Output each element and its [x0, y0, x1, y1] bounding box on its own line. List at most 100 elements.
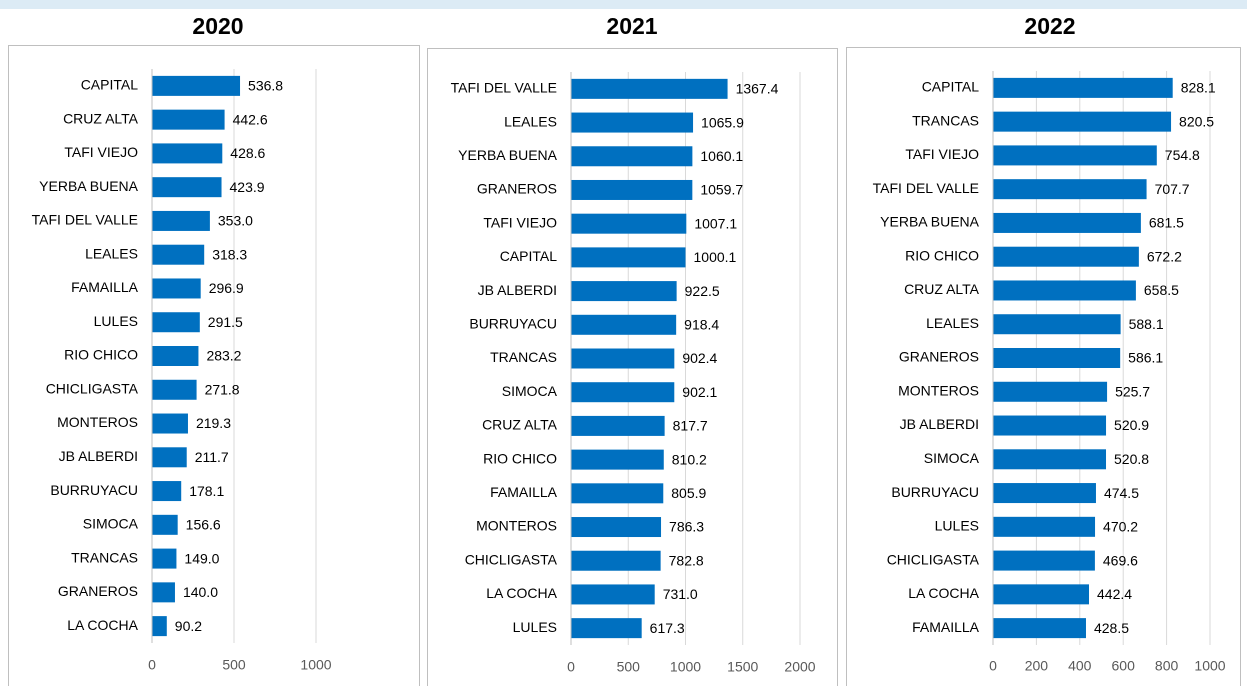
value-label: 525.7 [1115, 383, 1150, 399]
value-label: 90.2 [175, 618, 202, 634]
value-label: 442.4 [1097, 586, 1132, 602]
bar [152, 109, 225, 130]
value-label: 1065.9 [701, 114, 744, 130]
category-label: JB ALBERDI [900, 416, 979, 432]
value-label: 617.3 [650, 620, 685, 636]
category-label: LEALES [504, 113, 557, 129]
category-label: MONTEROS [898, 382, 979, 398]
bar [152, 177, 222, 198]
bar [993, 584, 1090, 605]
value-label: 1367.4 [736, 81, 779, 97]
bar [993, 212, 1141, 233]
bar [993, 246, 1139, 267]
value-label: 353.0 [218, 213, 253, 229]
category-label: TRANCAS [71, 549, 138, 565]
bar [571, 213, 687, 234]
value-label: 588.1 [1129, 316, 1164, 332]
bar [152, 548, 177, 569]
value-label: 922.5 [685, 283, 720, 299]
value-label: 810.2 [672, 451, 707, 467]
category-label: RIO CHICO [64, 347, 138, 363]
x-tick-label: 400 [1068, 658, 1092, 674]
value-label: 149.0 [184, 550, 219, 566]
value-label: 318.3 [212, 246, 247, 262]
category-label: MONTEROS [57, 414, 138, 430]
category-label: TAFI DEL VALLE [32, 212, 138, 228]
bar [152, 413, 188, 434]
category-label: CRUZ ALTA [482, 417, 558, 433]
value-label: 428.6 [230, 145, 265, 161]
x-tick-label: 600 [1112, 658, 1136, 674]
category-label: BURRUYACU [891, 484, 979, 500]
category-label: TAFI VIEJO [483, 214, 557, 230]
category-label: MONTEROS [476, 518, 557, 534]
category-label: LEALES [926, 315, 979, 331]
category-label: GRANEROS [477, 181, 557, 197]
bar [993, 111, 1172, 132]
bar [571, 179, 693, 200]
bar [571, 382, 675, 403]
value-label: 520.8 [1114, 451, 1149, 467]
value-label: 296.9 [209, 280, 244, 296]
category-label: YERBA BUENA [458, 147, 557, 163]
value-label: 754.8 [1165, 147, 1200, 163]
value-label: 470.2 [1103, 519, 1138, 535]
bar [993, 179, 1147, 200]
category-label: CAPITAL [81, 77, 139, 93]
bar [993, 348, 1121, 368]
value-label: 782.8 [669, 552, 704, 568]
bar [993, 381, 1108, 402]
category-label: TRANCAS [490, 349, 557, 365]
bar [152, 312, 200, 333]
category-label: FAMAILLA [71, 279, 139, 295]
panel-border [427, 48, 838, 691]
category-label: RIO CHICO [905, 247, 979, 263]
category-label: LA COCHA [486, 585, 557, 601]
bar [152, 143, 223, 164]
value-label: 423.9 [230, 179, 265, 195]
x-tick-label: 1000 [1194, 658, 1225, 674]
bar [993, 77, 1173, 98]
value-label: 902.1 [682, 384, 717, 400]
category-label: BURRUYACU [50, 482, 138, 498]
category-label: TAFI VIEJO [905, 146, 979, 162]
category-label: LULES [513, 619, 557, 635]
value-label: 211.7 [195, 449, 229, 465]
category-label: TAFI DEL VALLE [873, 180, 979, 196]
bar [993, 550, 1095, 571]
bar [571, 146, 693, 167]
category-label: JB ALBERDI [59, 448, 138, 464]
panel-border [8, 45, 420, 691]
bar [571, 517, 662, 538]
value-label: 536.8 [248, 78, 283, 94]
value-label: 786.3 [669, 519, 704, 535]
bar [152, 481, 182, 502]
bar [571, 78, 728, 99]
bar [152, 582, 175, 603]
category-label: CHICLIGASTA [465, 551, 558, 567]
category-label: SIMOCA [924, 450, 980, 466]
value-label: 1000.1 [694, 249, 737, 265]
bar [571, 112, 694, 133]
bar [571, 550, 661, 571]
value-label: 1059.7 [700, 182, 743, 198]
category-label: GRANEROS [58, 583, 138, 599]
value-label: 672.2 [1147, 248, 1182, 264]
value-label: 469.6 [1103, 552, 1138, 568]
bar [571, 348, 675, 369]
value-label: 918.4 [684, 316, 719, 332]
bar [993, 280, 1136, 301]
bar [993, 483, 1096, 504]
bar [152, 379, 197, 400]
category-label: LA COCHA [67, 617, 138, 633]
category-label: TAFI VIEJO [64, 144, 138, 160]
category-label: YERBA BUENA [880, 214, 979, 230]
category-label: SIMOCA [502, 383, 558, 399]
bar [152, 616, 167, 637]
category-label: TRANCAS [912, 112, 979, 128]
x-tick-label: 1000 [670, 659, 701, 675]
category-label: JB ALBERDI [478, 282, 557, 298]
value-label: 474.5 [1104, 485, 1139, 501]
category-label: CHICLIGASTA [887, 551, 980, 567]
bar [571, 483, 664, 504]
